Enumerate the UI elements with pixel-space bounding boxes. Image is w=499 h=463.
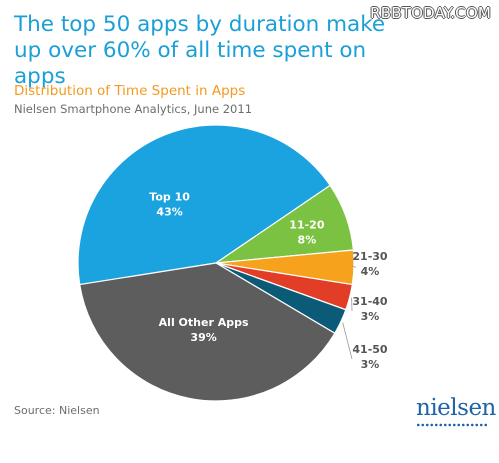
nielsen-logo: nielsen — [416, 395, 496, 431]
slice-label: 31-40 — [352, 295, 388, 308]
slice-value-label: 39% — [190, 331, 216, 344]
pie-slice-top-10 — [77, 124, 331, 286]
leader-line — [351, 265, 357, 268]
data-source-line: Nielsen Smartphone Analytics, June 2011 — [14, 102, 253, 116]
slice-label: 41-50 — [352, 343, 388, 356]
slice-value-label: 3% — [361, 358, 380, 371]
slice-value-label: 4% — [361, 265, 380, 278]
footer-source: Source: Nielsen — [14, 404, 100, 417]
slice-labels: Top 10 43% 11-20 8% 21-30 4% 31-40 3% 41-50 3% All… — [149, 190, 388, 371]
watermark: RBBTODAY.COM — [370, 4, 491, 22]
slice-value-label: 3% — [361, 310, 380, 323]
logo-wordmark: nielsen — [416, 395, 496, 421]
logo-dots — [416, 422, 488, 428]
slice-label: Top 10 — [149, 190, 190, 203]
leader-lines — [342, 265, 357, 360]
chart-headline: The top 50 apps by duration make up over… — [14, 12, 386, 89]
slice-value-label: 8% — [298, 233, 317, 246]
chart-subtitle: Distribution of Time Spent in Apps — [14, 83, 246, 99]
slice-label: All Other Apps — [159, 316, 249, 329]
slice-label: 21-30 — [352, 250, 388, 263]
pie-slice-all-other-apps — [79, 262, 336, 402]
pie-slices — [77, 124, 355, 402]
slice-label: 11-20 — [289, 218, 325, 231]
leader-line — [342, 322, 353, 360]
slice-value-label: 43% — [156, 205, 182, 218]
